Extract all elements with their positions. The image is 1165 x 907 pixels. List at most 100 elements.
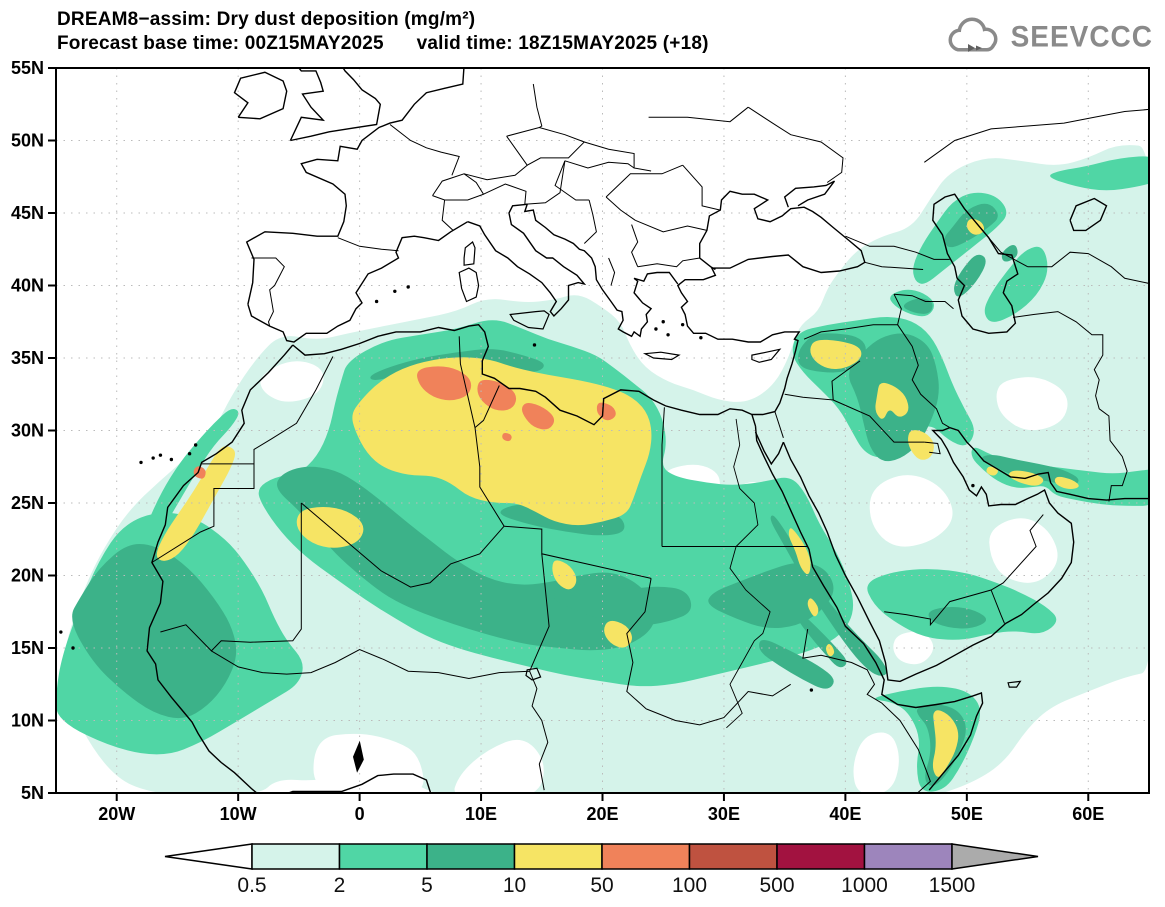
country-border — [584, 141, 652, 172]
small-island-dot — [666, 333, 670, 337]
island-outline — [751, 348, 782, 363]
colorbar-segment — [776, 843, 866, 870]
country-border — [893, 293, 902, 325]
coastline-layer — [59, 68, 1149, 793]
country-border — [529, 671, 549, 791]
x-tick-label: 10E — [465, 804, 497, 824]
contour-band-10 — [807, 598, 819, 617]
colorbar-segment — [601, 843, 691, 870]
contour-band-2 — [1050, 156, 1149, 191]
country-border — [463, 164, 528, 181]
country-border — [554, 160, 590, 201]
country-border — [608, 257, 616, 286]
country-border — [605, 164, 683, 198]
colorbar-tick-label: 5 — [421, 874, 433, 897]
y-tick-label: 50N — [11, 131, 44, 151]
coastline — [289, 68, 326, 141]
colorbar: 0.5 2 5 10 50 100 500 1000 1500 — [164, 843, 1039, 897]
coastline — [1069, 197, 1108, 232]
coastline — [676, 190, 866, 416]
country-border — [524, 160, 566, 205]
contour-gap — [313, 733, 424, 793]
contour-band-5 — [798, 614, 847, 668]
contour-gap — [869, 475, 953, 547]
country-border — [990, 589, 1005, 624]
colorbar-tick-label: 0.5 — [237, 874, 266, 897]
contour-gap — [996, 377, 1068, 431]
small-island-dot — [71, 646, 75, 650]
small-island-dot — [393, 289, 397, 293]
colorbar-tick-label: 100 — [672, 874, 707, 897]
small-island-dot — [680, 322, 685, 327]
y-tick-label: 45N — [11, 203, 44, 223]
contour-band-10 — [552, 560, 577, 590]
colorbar-tick-label: 2 — [334, 874, 346, 897]
country-border — [160, 503, 302, 652]
colorbar-underflow-arrow — [164, 843, 253, 870]
country-border — [897, 324, 951, 429]
country-border — [803, 324, 898, 340]
island-outline — [463, 241, 476, 266]
x-tick-label: 10W — [220, 804, 257, 824]
contour-band-5 — [903, 298, 933, 314]
country-border — [458, 336, 505, 527]
contour-band-50 — [193, 466, 206, 479]
y-tick-label: 55N — [11, 58, 44, 78]
y-tick-label: 40N — [11, 276, 44, 296]
colorbar-tick-label: 1000 — [841, 874, 888, 897]
colorbar-tick-label: 500 — [759, 874, 794, 897]
dust-contour-layer — [56, 145, 1149, 793]
country-border — [881, 702, 931, 793]
country-border — [884, 514, 1044, 627]
chart-title: DREAM8−assim: Dry dust deposition (mg/m²… — [57, 9, 476, 30]
contour-band-50 — [596, 402, 616, 421]
coastline — [245, 68, 465, 305]
small-island-dot — [374, 299, 379, 304]
island-outline — [525, 667, 542, 681]
country-border — [626, 578, 652, 710]
colorbar-segment — [251, 843, 341, 870]
country-border — [802, 629, 883, 704]
colorbar-tick-label: 10 — [503, 874, 526, 897]
x-tick-label: 30E — [708, 804, 740, 824]
island-outline — [642, 351, 681, 361]
country-border — [211, 648, 530, 680]
country-border — [893, 293, 954, 310]
x-tick-label: 50E — [951, 804, 983, 824]
country-border — [845, 235, 950, 260]
coastline — [292, 323, 757, 427]
colorbar-segment — [863, 843, 953, 870]
y-tick-label: 10N — [11, 711, 44, 731]
small-island-dot — [532, 343, 537, 347]
contour-band-10 — [788, 528, 811, 575]
x-tick-label: 20W — [98, 804, 135, 824]
coastline — [783, 180, 836, 208]
contour-band-5 — [982, 454, 1079, 487]
country-border — [337, 237, 399, 252]
country-border — [432, 173, 485, 201]
colorbar-tick-label: 50 — [590, 874, 613, 897]
small-island-dot — [169, 457, 174, 462]
country-border — [661, 407, 665, 547]
colorbar-tick-label: 1500 — [929, 874, 976, 897]
country-border — [682, 164, 721, 211]
contour-band-5 — [708, 562, 834, 629]
y-tick-label: 30N — [11, 421, 44, 441]
colorbar-overflow-arrow — [951, 843, 1039, 870]
logo-text: SEEVCCC — [1010, 20, 1153, 53]
contour-band-5 — [277, 466, 656, 651]
y-tick-label: 25N — [11, 493, 44, 513]
country-border — [529, 553, 550, 672]
small-island-dot — [158, 453, 163, 457]
coastline — [290, 68, 382, 142]
colorbar-segment — [688, 843, 778, 870]
country-border — [389, 124, 460, 176]
country-border — [864, 261, 924, 270]
contour-band-5 — [1001, 245, 1018, 262]
country-border — [924, 108, 1149, 163]
coastline — [932, 193, 1019, 335]
country-border — [151, 463, 255, 563]
coastline — [247, 221, 469, 343]
